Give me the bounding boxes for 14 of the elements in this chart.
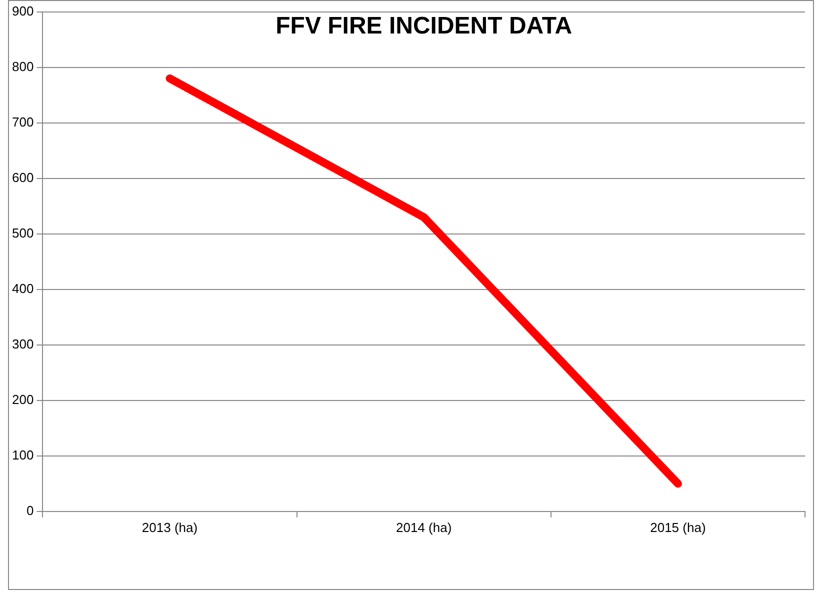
x-tick-label: 2013 (ha) xyxy=(142,520,198,535)
y-tick-label: 100 xyxy=(12,447,34,462)
y-tick-label: 400 xyxy=(12,280,34,296)
y-tick-label: 700 xyxy=(12,114,34,130)
y-tick-label: 600 xyxy=(12,170,34,185)
x-tick-label: 2014 (ha) xyxy=(396,520,452,535)
y-tick-label: 800 xyxy=(12,58,34,74)
x-tick-label: 2015 (ha) xyxy=(650,520,706,535)
y-tick-label: 200 xyxy=(12,392,34,407)
y-tick-label: 500 xyxy=(12,225,34,240)
y-tick-label: 900 xyxy=(12,3,34,18)
y-tick-label: 300 xyxy=(12,336,34,352)
chart-title: FFV FIRE INCIDENT DATA xyxy=(276,12,572,40)
y-tick-label: 0 xyxy=(26,502,34,518)
